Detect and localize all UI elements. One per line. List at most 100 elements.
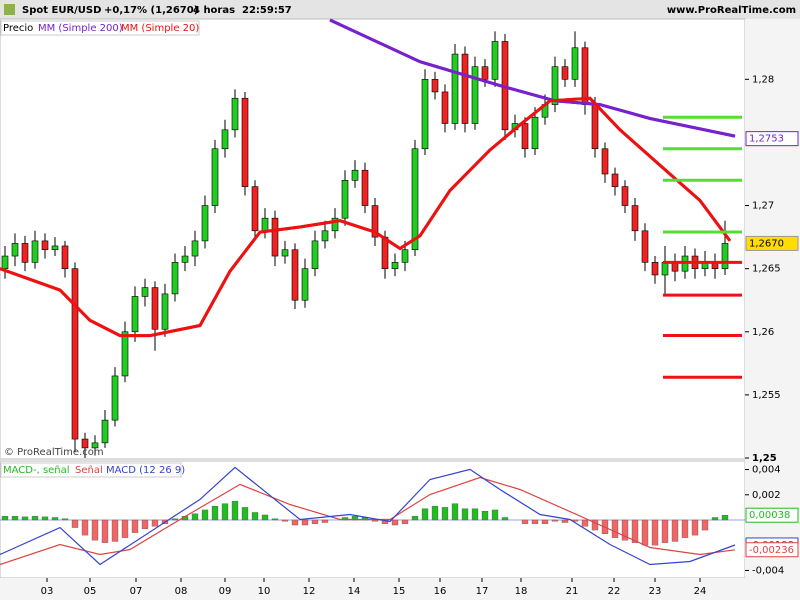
candle-body: [91, 442, 99, 449]
x-tick-label: 08: [175, 586, 188, 597]
value-tag: [745, 507, 799, 523]
y-tick-label: 0,004: [752, 465, 781, 476]
histogram-bar: [291, 519, 299, 526]
histogram-bar: [221, 503, 229, 521]
candle-body: [161, 293, 169, 330]
histogram-bar: [31, 516, 39, 521]
histogram-bar: [541, 519, 549, 524]
value-tag: [745, 542, 799, 558]
histogram-bar: [371, 519, 379, 522]
candle-body: [71, 268, 79, 440]
x-tick-label: 16: [434, 586, 447, 597]
candle-body: [661, 262, 669, 276]
candle-body: [321, 230, 329, 242]
candle-body: [181, 255, 189, 263]
candle-body: [721, 243, 729, 269]
candle-body: [591, 104, 599, 150]
candle-body: [381, 236, 389, 269]
candle-body: [61, 245, 69, 269]
histogram-bar: [171, 518, 179, 521]
candle-body: [431, 79, 439, 93]
candle-body: [1, 255, 9, 269]
value-tag: [745, 235, 799, 251]
candle-body: [581, 47, 589, 105]
histogram-bar: [651, 519, 659, 546]
candle-body: [391, 262, 399, 269]
histogram-bar: [421, 508, 429, 521]
x-tick-label: 24: [694, 586, 707, 597]
histogram-bar: [721, 515, 729, 521]
candle-body: [551, 66, 559, 105]
histogram-bar: [311, 519, 319, 524]
candle-body: [451, 53, 459, 124]
histogram-bar: [691, 519, 699, 536]
histogram-bar: [501, 517, 509, 521]
candle-body: [211, 148, 219, 206]
annotation: © ProRealTime.com: [4, 447, 104, 458]
x-tick-label: 12: [303, 586, 316, 597]
candle-body: [311, 240, 319, 269]
candle-body: [11, 243, 19, 257]
y-tick-label: 1,255: [752, 390, 781, 401]
histogram-bar: [241, 507, 249, 521]
candle-body: [291, 249, 299, 301]
value-tag: [745, 131, 799, 147]
histogram-bar: [641, 519, 649, 546]
histogram-bar: [681, 519, 689, 538]
candle-body: [251, 186, 259, 232]
candle-body: [31, 240, 39, 263]
histogram-bar: [631, 519, 639, 543]
legend-entry: Señal: [75, 465, 103, 476]
histogram-bar: [411, 516, 419, 521]
candle-body: [481, 66, 489, 80]
y-tick-label: 0,002: [752, 490, 781, 501]
candle-body: [531, 116, 539, 150]
legend-entry: MACD (12 26 9): [106, 465, 185, 476]
histogram-bar: [301, 519, 309, 526]
candle-body: [651, 262, 659, 276]
candle-body: [631, 205, 639, 232]
macd-legend: MACD-, señal Señal MACD (12 26 9): [0, 462, 185, 478]
histogram-bar: [391, 519, 399, 526]
histogram-bar: [271, 518, 279, 521]
histogram-bar: [51, 517, 59, 521]
candle-body: [151, 287, 159, 330]
candle-body: [111, 375, 119, 421]
x-tick-label: 05: [84, 586, 97, 597]
candle-body: [421, 79, 429, 150]
candle-body: [371, 205, 379, 238]
y-tick-label: -0,004: [752, 565, 784, 576]
candle-body: [171, 262, 179, 295]
histogram-bar: [621, 519, 629, 541]
histogram-bar: [91, 519, 99, 541]
histogram-bar: [321, 519, 329, 523]
candle-body: [621, 186, 629, 206]
x-tick-label: 21: [566, 586, 579, 597]
histogram-bar: [81, 519, 89, 536]
candle-body: [191, 240, 199, 257]
histogram-bar: [451, 503, 459, 521]
x-tick-label: 03: [41, 586, 54, 597]
candle-body: [201, 205, 209, 242]
candle-body: [261, 217, 269, 232]
candle-body: [131, 296, 139, 333]
histogram-bar: [141, 519, 149, 529]
site: www.ProRealTime.com: [667, 5, 796, 16]
histogram-bar: [71, 519, 79, 528]
header-bar: [0, 0, 800, 19]
histogram-bar: [711, 517, 719, 521]
histogram-bar: [661, 519, 669, 543]
histogram-bar: [561, 519, 569, 523]
candle-body: [221, 129, 229, 150]
right-axis: [745, 19, 800, 600]
header-icon: [4, 4, 15, 15]
x-tick-label: 07: [130, 586, 143, 597]
histogram-bar: [551, 519, 559, 522]
timeframe: 4 horas: [193, 5, 235, 16]
histogram-bar: [671, 519, 679, 542]
candle-body: [601, 148, 609, 175]
y-tick-label: 1,26: [752, 327, 774, 338]
legend-box: [0, 20, 200, 36]
histogram-bar: [281, 519, 289, 522]
candle-body: [121, 331, 129, 377]
